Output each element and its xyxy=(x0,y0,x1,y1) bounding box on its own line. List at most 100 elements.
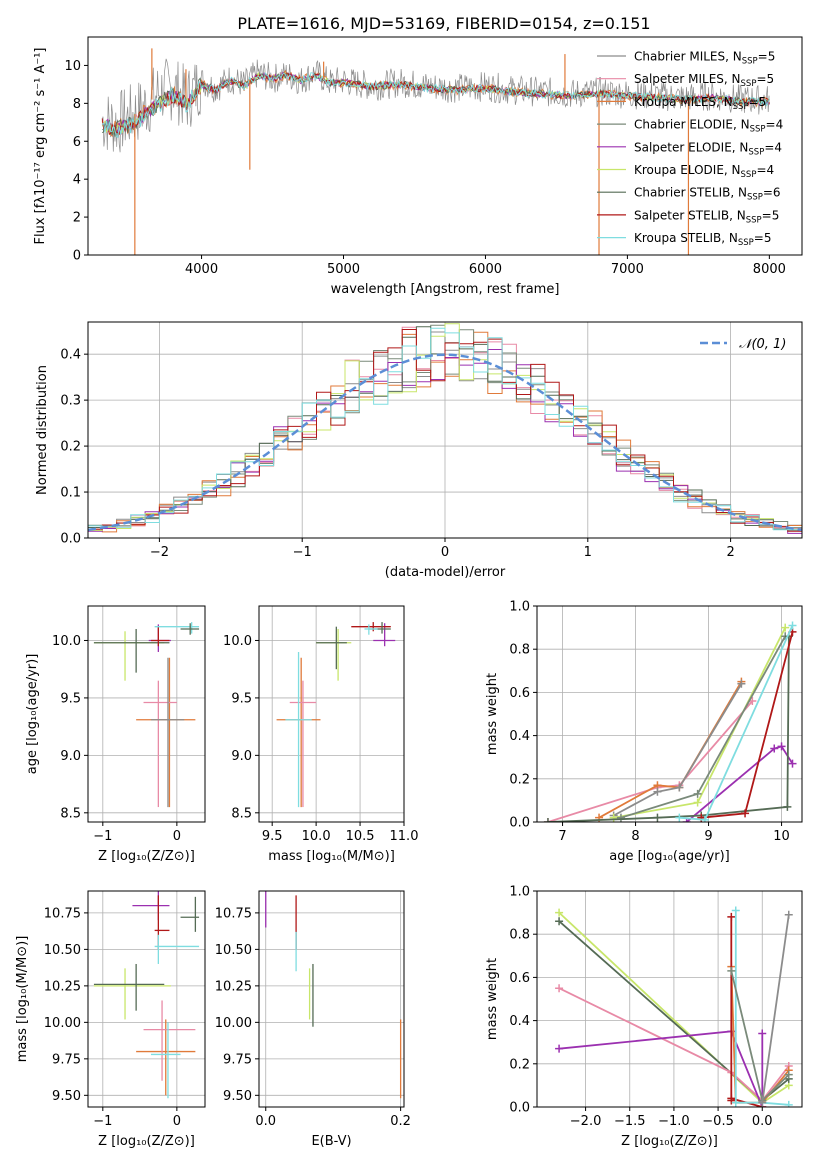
data-point-marker xyxy=(682,818,691,822)
plot-area xyxy=(276,622,396,808)
legend-label: Kroupa MILES, NSSP=5 xyxy=(634,95,766,112)
data-point-marker xyxy=(543,818,552,822)
x-tick-label: 0.2 xyxy=(390,1114,411,1129)
y-tick-label: 10.50 xyxy=(215,943,252,958)
y-tick-label: 4 xyxy=(73,173,81,188)
y-axis-label: Flux [fλ10⁻¹⁷ erg cm⁻² s⁻¹ A⁻¹] xyxy=(33,48,48,245)
data-point-marker xyxy=(783,802,792,811)
data-point-marker xyxy=(737,679,746,688)
x-tick-label: 5000 xyxy=(327,262,360,277)
age-vs-metallicity-panel: −1 0 8.5 9.0 9.5 10.0 Z [log₁₀(Z/Z⊙)] age [log₁… xyxy=(25,605,206,864)
y-tick-label: 8.5 xyxy=(60,806,81,821)
y-tick-label: 9.5 xyxy=(231,691,252,706)
plot-frame xyxy=(536,605,803,823)
x-axis-label: (data-model)/error xyxy=(385,565,506,580)
data-point-marker xyxy=(675,783,684,792)
series-line xyxy=(547,636,790,822)
legend-label: Chabrier STELIB, NSSP=6 xyxy=(634,186,781,203)
y-tick-label: 9.75 xyxy=(223,1052,252,1067)
y-tick-label: 0.0 xyxy=(509,816,530,831)
data-point-marker xyxy=(555,908,564,917)
y-axis-label: mass weight xyxy=(485,673,500,755)
y-tick-label: 0.6 xyxy=(509,971,530,986)
x-axis-label: mass [log₁₀(M/M⊙)] xyxy=(268,849,395,864)
y-tick-label: 0 xyxy=(73,249,81,264)
x-tick-label: 2 xyxy=(726,545,734,560)
y-axis-label: age [log₁₀(age/yr)] xyxy=(25,654,40,775)
x-tick-label: 9.5 xyxy=(262,829,283,844)
y-tick-label: 0.0 xyxy=(60,532,81,547)
data-point-marker xyxy=(555,917,564,926)
x-tick-label: −1 xyxy=(293,545,312,560)
x-tick-label: 7 xyxy=(558,829,566,844)
x-tick-label: 10.0 xyxy=(302,829,331,844)
data-point-marker xyxy=(700,815,709,822)
data-point-marker xyxy=(616,813,625,822)
y-tick-label: 10.00 xyxy=(215,1016,252,1031)
legend: 𝒩(0, 1) xyxy=(700,337,786,352)
y-tick-label: 0.4 xyxy=(509,1014,530,1029)
series-line xyxy=(761,914,790,1103)
data-point-marker xyxy=(784,1100,793,1107)
y-tick-label: 8 xyxy=(73,97,81,112)
legend-label: Salpeter ELODIE, NSSP=4 xyxy=(634,140,782,157)
data-point-marker xyxy=(777,742,786,751)
plot-frame xyxy=(87,890,206,1108)
histogram-step xyxy=(88,327,802,531)
x-tick-label: 10.5 xyxy=(346,829,375,844)
x-tick-label: −1 xyxy=(93,829,112,844)
y-tick-label: 10.25 xyxy=(44,979,81,994)
y-tick-label: 9.0 xyxy=(60,749,81,764)
data-point-marker xyxy=(727,966,736,975)
y-tick-label: 10.25 xyxy=(215,979,252,994)
age-vs-mass-panel: 9.5 10.0 10.5 11.0 8.5 9.0 9.5 10.0 mass [log₁₀(… xyxy=(223,605,419,864)
data-point-marker xyxy=(731,906,740,915)
mass-vs-ebv-panel: 0.0 0.2 9.50 9.75 10.00 10.25 10.50 10.75 E(B-V) xyxy=(215,890,411,1149)
x-tick-label: 6000 xyxy=(469,262,502,277)
x-tick-label: 4000 xyxy=(185,262,218,277)
x-tick-label: −1.0 xyxy=(658,1114,690,1129)
x-tick-label: 0 xyxy=(173,1114,181,1129)
x-tick-label: 0 xyxy=(173,829,181,844)
mass-vs-metallicity-panel: −1 0 9.50 9.75 10.00 10.25 10.50 10.75 Z [log₁₀(… xyxy=(15,890,206,1149)
data-point-marker xyxy=(555,984,564,993)
y-tick-label: 10.75 xyxy=(44,906,81,921)
spectrum-line xyxy=(101,71,770,138)
y-tick-label: 0.8 xyxy=(509,643,530,658)
x-tick-label: 0 xyxy=(441,545,449,560)
y-tick-label: 10.75 xyxy=(215,906,252,921)
y-tick-label: 10 xyxy=(64,59,81,74)
normal-curve xyxy=(88,353,802,532)
x-tick-label: 11.0 xyxy=(390,829,419,844)
y-tick-label: 1.0 xyxy=(509,600,530,615)
data-point-marker xyxy=(741,809,750,818)
data-point-marker xyxy=(781,623,790,632)
chart-title: PLATE=1616, MJD=53169, FIBERID=0154, z=0… xyxy=(237,14,650,33)
x-tick-label: 0.0 xyxy=(255,1114,276,1129)
legend-label: Kroupa STELIB, NSSP=5 xyxy=(634,231,772,248)
y-tick-label: 10.00 xyxy=(44,1016,81,1031)
data-point-marker xyxy=(788,621,797,630)
spectrum-line xyxy=(101,72,770,136)
data-point-marker xyxy=(555,1044,564,1053)
plot-area xyxy=(265,891,402,1099)
x-tick-label: 9 xyxy=(704,829,712,844)
plot-frame xyxy=(258,605,405,823)
y-tick-label: 2 xyxy=(73,211,81,226)
y-tick-label: 0.0 xyxy=(509,1101,530,1116)
series-line xyxy=(613,683,743,817)
y-tick-label: 0.3 xyxy=(60,394,81,409)
data-point-marker xyxy=(770,744,779,753)
plot-frame xyxy=(536,890,803,1108)
y-tick-label: 9.5 xyxy=(60,691,81,706)
legend-label: Kroupa ELODIE, NSSP=4 xyxy=(634,163,774,180)
x-tick-label: −2 xyxy=(150,545,169,560)
data-point-marker xyxy=(693,798,702,807)
legend-label: Salpeter STELIB, NSSP=5 xyxy=(634,208,779,225)
mass-weight-vs-age-panel: 7 8 9 10 0.0 0.2 0.4 0.6 0.8 1.0 age [log₁₀(age/yr… xyxy=(485,600,803,864)
data-point-marker xyxy=(788,759,797,768)
plot-area xyxy=(543,621,797,822)
legend-label: Salpeter MILES, NSSP=5 xyxy=(634,72,774,89)
y-tick-label: 0.2 xyxy=(509,1057,530,1072)
